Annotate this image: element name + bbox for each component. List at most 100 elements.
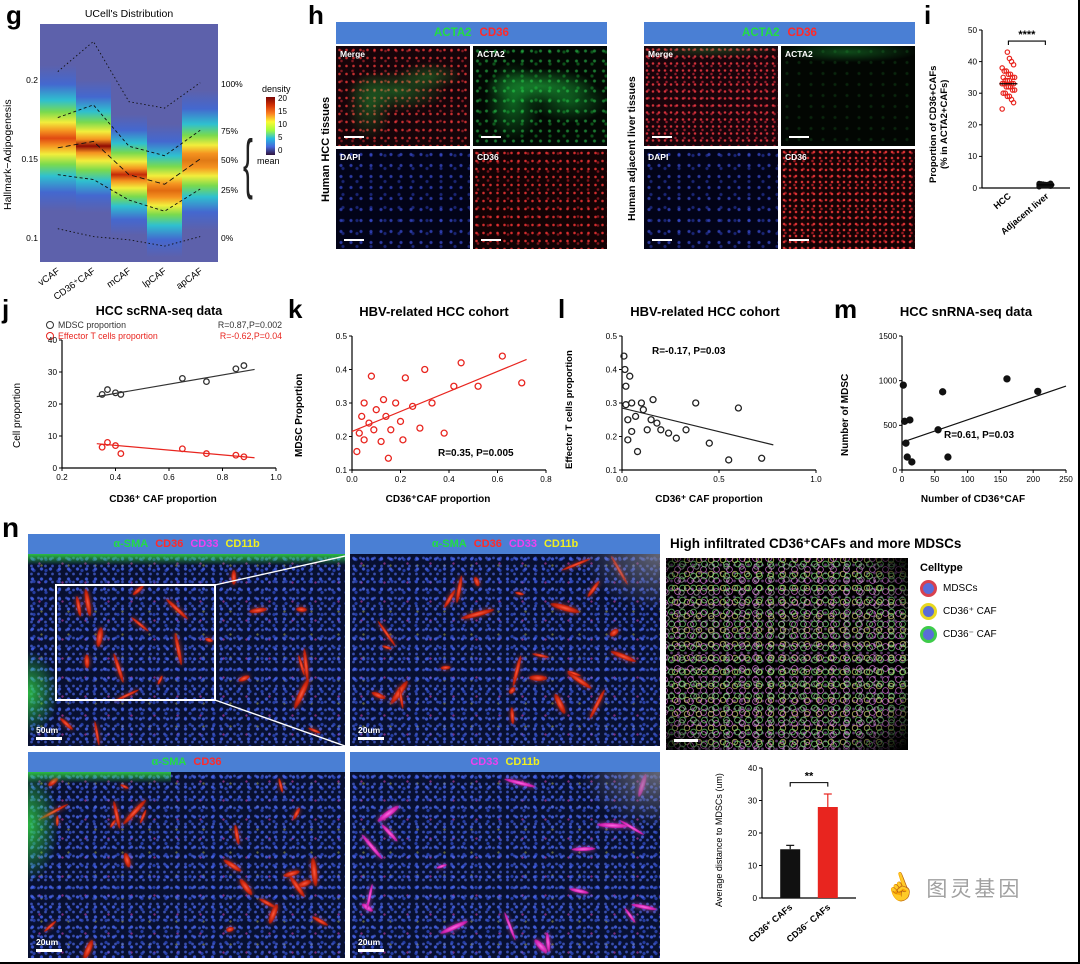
g-right-tick-label: 100% bbox=[221, 78, 243, 89]
hand-logo-icon: ☝ bbox=[879, 867, 921, 907]
n-micrograph-overview: α-SMA CD36 CD33 CD11b 50um bbox=[28, 534, 345, 746]
scale-bar bbox=[344, 135, 364, 138]
y-tick-label: 0 bbox=[972, 184, 977, 193]
marker-label: CD11b bbox=[505, 756, 540, 768]
vessel-structure bbox=[623, 906, 637, 924]
h-side-label-adjacent: Human adjacent liver tissues bbox=[626, 76, 638, 222]
vessel-structure bbox=[532, 652, 549, 659]
data-point bbox=[1000, 74, 1007, 81]
y-tick-label: 0.2 bbox=[606, 432, 618, 441]
y-tick-label: 20 bbox=[748, 829, 758, 838]
marker-label: CD33 bbox=[190, 538, 219, 550]
x-tick-label: 0.4 bbox=[443, 475, 455, 484]
n-micrograph-sma-cd36: α-SMA CD36 20um bbox=[28, 752, 345, 958]
panel-label-m: m bbox=[834, 294, 858, 324]
data-point bbox=[377, 437, 385, 446]
data-point bbox=[653, 419, 661, 427]
y-tick-label: 1000 bbox=[879, 376, 898, 385]
data-point bbox=[440, 429, 448, 437]
k-title: HBV-related HCC cohort bbox=[359, 304, 509, 319]
marker-label: CD36 bbox=[193, 756, 222, 768]
green-tissue-blob bbox=[28, 650, 58, 736]
data-point bbox=[360, 399, 368, 407]
vessel-structure bbox=[587, 689, 607, 720]
scale-bar bbox=[358, 949, 384, 952]
y-tick-label: 30 bbox=[48, 368, 58, 377]
g-x-category-label: mCAF bbox=[104, 266, 134, 291]
g-x-category-label: apCAF bbox=[173, 266, 205, 292]
data-point bbox=[178, 445, 186, 453]
g-right-tick-label: 0% bbox=[221, 232, 234, 243]
m-x-axis-title: Number of CD36⁺CAF bbox=[920, 494, 1026, 505]
panel-label-g: g bbox=[6, 0, 22, 30]
data-point bbox=[999, 106, 1005, 112]
y-tick-label: 0.5 bbox=[336, 332, 348, 341]
i-dot-plot: 0 10 20 30 40 50 **** bbox=[968, 26, 1070, 193]
g-density-plot bbox=[40, 24, 218, 262]
data-point bbox=[682, 426, 690, 434]
tcell-series-marker bbox=[46, 332, 54, 340]
micrograph-label: CD36 bbox=[785, 152, 807, 162]
data-point bbox=[725, 456, 733, 464]
vessel-structure bbox=[381, 644, 393, 651]
x-tick-label: 0.8 bbox=[540, 475, 552, 484]
vessel-structure bbox=[81, 938, 95, 958]
micrograph-adj-cd36: CD36 bbox=[781, 149, 915, 249]
data-point bbox=[626, 372, 634, 380]
g-y-axis-title: Hallmark−Adipogenesis bbox=[2, 99, 14, 211]
g-x-category-label: lpCAF bbox=[140, 266, 169, 291]
scale-annotation: 20um bbox=[36, 937, 62, 952]
g-legend-tick-label: 20 bbox=[278, 94, 287, 103]
micrograph-label: ACTA2 bbox=[785, 49, 813, 59]
data-point bbox=[450, 382, 458, 390]
trend-line bbox=[351, 358, 527, 433]
data-point bbox=[474, 382, 482, 390]
micrograph-hcc-merge: Merge bbox=[336, 46, 470, 146]
data-point bbox=[98, 443, 106, 451]
data-point bbox=[396, 417, 405, 426]
vessel-structure bbox=[237, 877, 255, 897]
data-point bbox=[621, 365, 629, 374]
g-y-tick-label: 0.15 bbox=[21, 153, 38, 164]
x-tick-label: 0.5 bbox=[713, 475, 725, 484]
y-tick-label: 0.2 bbox=[336, 432, 348, 441]
g-right-tick-label: 50% bbox=[221, 154, 239, 165]
data-point bbox=[379, 396, 388, 404]
y-tick-label: 40 bbox=[48, 336, 58, 345]
data-point bbox=[622, 382, 630, 390]
quantile-line-mean bbox=[57, 140, 201, 185]
vessel-structure bbox=[122, 851, 132, 868]
data-point bbox=[734, 404, 743, 412]
y-tick-label: 30 bbox=[968, 89, 978, 98]
n-marker-header: CD33 CD11b bbox=[350, 752, 660, 772]
vessel-structure bbox=[608, 626, 621, 638]
y-tick-label: 10 bbox=[968, 152, 978, 161]
data-point bbox=[421, 365, 429, 374]
data-point bbox=[104, 438, 111, 446]
l-scatter-plot: 0.1 0.2 0.3 0.4 0.5 0.0 0.5 1.0 bbox=[606, 332, 823, 484]
h-side-label-hcc: Human HCC tissues bbox=[320, 96, 332, 202]
scale-annotation: 20um bbox=[358, 937, 384, 952]
data-point bbox=[999, 65, 1005, 71]
vessel-structure bbox=[529, 674, 548, 682]
k-x-axis-title: CD36⁺CAF proportion bbox=[385, 494, 491, 505]
green-tissue-blob bbox=[28, 768, 58, 882]
data-point bbox=[1006, 55, 1013, 62]
significance-label: ** bbox=[805, 771, 814, 783]
vessel-structure bbox=[380, 822, 399, 843]
micrograph-image bbox=[28, 772, 345, 958]
y-tick-label: 40 bbox=[968, 57, 978, 66]
data-point bbox=[758, 454, 766, 462]
data-point bbox=[624, 436, 632, 444]
y-tick-label: 50 bbox=[968, 26, 978, 35]
marker-label: α-SMA bbox=[431, 538, 467, 550]
y-tick-label: 20 bbox=[968, 121, 978, 130]
data-point bbox=[899, 381, 907, 389]
marker-label: CD11b bbox=[225, 538, 260, 550]
g-legend-tick-label: 10 bbox=[278, 120, 287, 129]
segmentation-image bbox=[666, 558, 908, 750]
micrograph-label: Merge bbox=[648, 49, 674, 59]
x-tick-label: 200 bbox=[1026, 475, 1040, 484]
x-tick-label: 50 bbox=[930, 475, 940, 484]
data-point bbox=[1002, 90, 1009, 97]
